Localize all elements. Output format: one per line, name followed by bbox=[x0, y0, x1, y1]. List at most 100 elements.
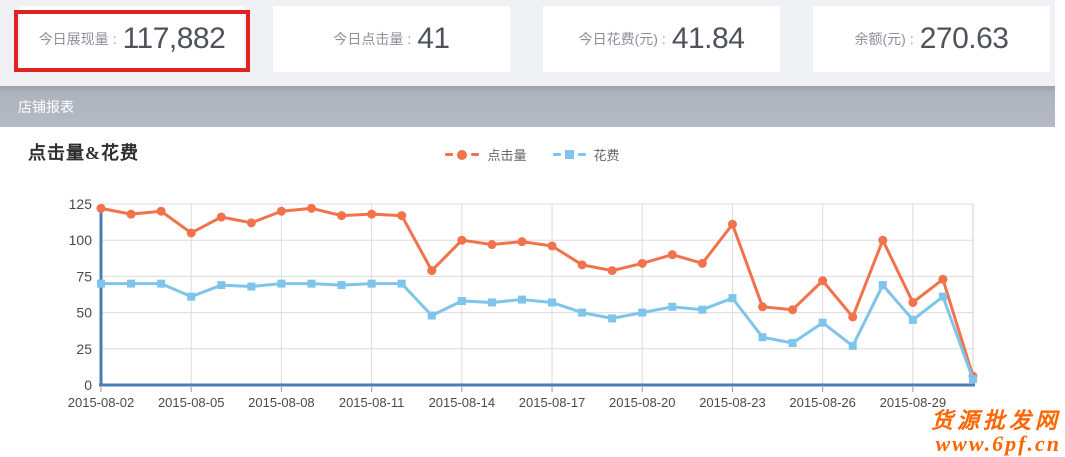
data-point bbox=[697, 258, 707, 268]
stat-value: 41 bbox=[417, 22, 450, 55]
data-point bbox=[127, 279, 136, 288]
data-point bbox=[187, 292, 196, 301]
y-tick-label: 100 bbox=[69, 232, 93, 248]
data-point bbox=[397, 211, 407, 221]
data-point bbox=[577, 260, 587, 270]
legend-label: 花费 bbox=[593, 148, 620, 163]
data-point bbox=[217, 281, 226, 290]
legend-dash-icon bbox=[471, 153, 480, 156]
axis-labels: 0 25 50 75 100 125 2015-08-02 2015-08-05 2015-08… bbox=[68, 196, 946, 410]
data-point bbox=[758, 333, 767, 342]
x-tick-label: 2015-08-11 bbox=[339, 395, 405, 410]
x-tick-label: 2015-08-17 bbox=[519, 395, 586, 410]
data-point bbox=[487, 240, 497, 250]
data-point bbox=[607, 266, 617, 276]
stat-card-balance: 余额(元):270.63 bbox=[813, 6, 1050, 72]
y-tick-label: 25 bbox=[76, 341, 92, 357]
legend-item-spend[interactable]: 花费 bbox=[552, 145, 620, 164]
data-point bbox=[457, 235, 467, 245]
watermark-line1: 货源批发网 bbox=[930, 407, 1061, 433]
gridlines bbox=[101, 203, 974, 385]
data-point bbox=[246, 218, 256, 228]
stat-separator: : bbox=[909, 31, 914, 47]
data-point bbox=[337, 281, 346, 290]
stat-label: 今日花费(元) bbox=[578, 31, 658, 47]
chart-panel: 点击量&花费 点击量 花费 0 25 50 75 100 125 2015-08-02 201… bbox=[0, 127, 1065, 457]
data-point bbox=[517, 295, 526, 304]
data-point bbox=[878, 235, 888, 245]
axes bbox=[99, 204, 975, 392]
data-point bbox=[818, 276, 828, 286]
data-point bbox=[698, 305, 707, 314]
stat-separator: : bbox=[407, 31, 412, 47]
data-point bbox=[848, 341, 857, 350]
data-point bbox=[848, 312, 858, 322]
stat-separator: : bbox=[112, 31, 117, 47]
stat-value: 41.84 bbox=[671, 22, 745, 55]
data-point bbox=[156, 206, 166, 216]
x-tick-label: 2015-08-05 bbox=[158, 395, 225, 410]
square-marker-icon bbox=[564, 150, 574, 159]
data-point bbox=[307, 279, 316, 288]
data-point bbox=[547, 241, 557, 251]
section-header-bar: 店铺报表 bbox=[0, 86, 1055, 127]
stat-label: 今日点击量 bbox=[333, 31, 404, 47]
stat-card-impressions: 今日展现量:117,882 bbox=[20, 6, 244, 72]
series-点击量 bbox=[96, 203, 978, 381]
data-point bbox=[97, 279, 105, 288]
legend-dash-icon bbox=[445, 153, 454, 156]
legend-dash-icon bbox=[552, 153, 561, 156]
data-point bbox=[608, 314, 617, 323]
stat-value: 117,882 bbox=[122, 22, 226, 55]
data-point bbox=[727, 219, 737, 229]
data-point bbox=[638, 308, 647, 317]
chart-legend: 点击量 花费 bbox=[0, 145, 1065, 164]
data-point bbox=[788, 339, 797, 348]
data-point bbox=[457, 297, 466, 306]
watermark: 货源批发网 www.6pf.cn bbox=[931, 409, 1061, 455]
legend-item-clicks[interactable]: 点击量 bbox=[445, 145, 527, 164]
stat-value: 270.63 bbox=[919, 22, 1009, 55]
stat-label: 今日展现量 bbox=[38, 31, 109, 47]
data-point bbox=[367, 209, 377, 219]
stat-card-spend: 今日花费(元):41.84 bbox=[543, 6, 780, 72]
data-point bbox=[908, 315, 917, 324]
data-point bbox=[367, 279, 376, 288]
data-point bbox=[548, 298, 557, 307]
data-point bbox=[938, 274, 948, 284]
x-tick-label: 2015-08-29 bbox=[880, 395, 947, 410]
data-point bbox=[186, 228, 196, 238]
data-point bbox=[216, 212, 226, 222]
data-point bbox=[427, 266, 437, 276]
data-point bbox=[668, 302, 677, 311]
data-point bbox=[908, 297, 918, 307]
data-point bbox=[938, 292, 947, 301]
circle-marker-icon bbox=[457, 149, 468, 160]
y-tick-label: 50 bbox=[76, 305, 92, 321]
stats-panel: 今日展现量:117,882 今日点击量:41 今日花费(元):41.84 余额(… bbox=[0, 0, 1055, 86]
data-point bbox=[758, 302, 768, 312]
data-point bbox=[96, 203, 106, 213]
legend-label: 点击量 bbox=[487, 148, 527, 163]
data-point bbox=[277, 279, 286, 288]
data-point bbox=[878, 281, 887, 290]
data-point bbox=[306, 203, 316, 213]
x-tick-label: 2015-08-20 bbox=[609, 395, 676, 410]
data-point bbox=[276, 206, 286, 216]
data-point bbox=[578, 308, 587, 317]
data-point bbox=[487, 298, 496, 307]
section-title: 店铺报表 bbox=[18, 98, 74, 115]
data-point bbox=[788, 305, 798, 315]
line-chart: 0 25 50 75 100 125 2015-08-02 2015-08-05 2015-08… bbox=[68, 196, 978, 410]
x-tick-label: 2015-08-23 bbox=[699, 395, 766, 410]
watermark-line2: www.6pf.cn bbox=[935, 430, 1061, 456]
data-point bbox=[157, 279, 166, 288]
data-point bbox=[517, 237, 527, 247]
data-point bbox=[818, 318, 827, 327]
data-point bbox=[667, 250, 677, 260]
x-tick-label: 2015-08-08 bbox=[248, 395, 315, 410]
stat-separator: : bbox=[661, 31, 666, 47]
stat-label: 余额(元) bbox=[854, 31, 906, 47]
x-tick-label: 2015-08-02 bbox=[68, 395, 135, 410]
data-point bbox=[397, 279, 406, 288]
